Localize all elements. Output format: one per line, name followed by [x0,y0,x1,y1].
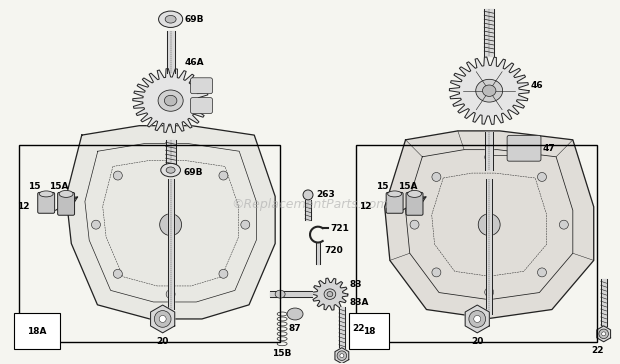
Ellipse shape [410,220,419,229]
Ellipse shape [219,269,228,278]
Text: 47: 47 [543,144,556,153]
Ellipse shape [340,354,344,358]
Ellipse shape [538,268,546,277]
Ellipse shape [166,290,175,298]
Ellipse shape [166,151,175,160]
Ellipse shape [327,292,333,297]
Text: 69B: 69B [185,15,204,24]
Polygon shape [335,348,349,364]
Ellipse shape [432,268,441,277]
Polygon shape [384,131,594,318]
Ellipse shape [159,316,166,323]
Polygon shape [465,305,489,333]
Ellipse shape [287,308,303,320]
Ellipse shape [469,310,485,327]
Ellipse shape [599,329,608,339]
Polygon shape [597,326,611,342]
Ellipse shape [165,15,176,23]
Ellipse shape [158,90,183,111]
Ellipse shape [407,190,422,197]
Text: 46A: 46A [185,58,204,67]
Ellipse shape [482,85,496,96]
FancyBboxPatch shape [406,193,423,215]
Ellipse shape [559,220,569,229]
Ellipse shape [337,351,347,360]
Ellipse shape [59,190,73,197]
FancyBboxPatch shape [58,193,74,215]
Ellipse shape [538,173,546,181]
Ellipse shape [432,173,441,181]
Ellipse shape [164,95,177,106]
Ellipse shape [601,332,606,336]
Ellipse shape [219,171,228,180]
Text: 15B: 15B [272,349,292,358]
Ellipse shape [275,290,285,298]
FancyBboxPatch shape [190,78,213,94]
Ellipse shape [303,190,313,200]
Text: 721: 721 [330,224,349,233]
Polygon shape [151,305,175,333]
Text: 69B: 69B [184,167,203,177]
Text: 18: 18 [363,327,375,336]
Ellipse shape [154,310,171,327]
Text: 22: 22 [352,324,365,333]
Text: 20: 20 [471,337,484,346]
Polygon shape [312,278,348,310]
Polygon shape [450,57,529,124]
Ellipse shape [113,171,122,180]
Ellipse shape [324,289,336,299]
Text: 15A: 15A [50,182,69,191]
Text: 263: 263 [316,190,335,199]
Text: 83: 83 [350,280,362,289]
Ellipse shape [476,79,503,102]
Polygon shape [133,69,208,132]
Ellipse shape [478,214,500,236]
Ellipse shape [166,167,175,173]
Bar [19,145,280,342]
Bar [356,145,596,342]
Ellipse shape [474,316,480,323]
Ellipse shape [485,153,494,162]
Polygon shape [66,126,275,319]
Text: 83A: 83A [350,298,370,306]
Ellipse shape [388,191,402,197]
Text: 15: 15 [28,182,40,191]
Text: 12: 12 [360,202,372,211]
Ellipse shape [485,288,494,297]
FancyBboxPatch shape [38,193,55,213]
Ellipse shape [159,11,183,27]
Text: 12: 12 [17,202,30,211]
Text: 22: 22 [591,346,604,355]
Ellipse shape [113,269,122,278]
Text: 87: 87 [289,324,301,333]
FancyBboxPatch shape [190,98,213,114]
FancyBboxPatch shape [386,193,403,213]
Ellipse shape [160,214,182,236]
Text: ©ReplacementParts.com: ©ReplacementParts.com [231,198,389,211]
Ellipse shape [161,163,180,177]
Text: 20: 20 [156,337,169,346]
Text: 720: 720 [324,246,343,255]
Text: 18A: 18A [27,327,46,336]
Text: 15A: 15A [398,182,417,191]
Ellipse shape [241,220,250,229]
Ellipse shape [39,191,53,197]
Text: 46: 46 [531,81,544,90]
Text: 15: 15 [376,182,389,191]
FancyBboxPatch shape [507,135,541,161]
Ellipse shape [92,220,100,229]
